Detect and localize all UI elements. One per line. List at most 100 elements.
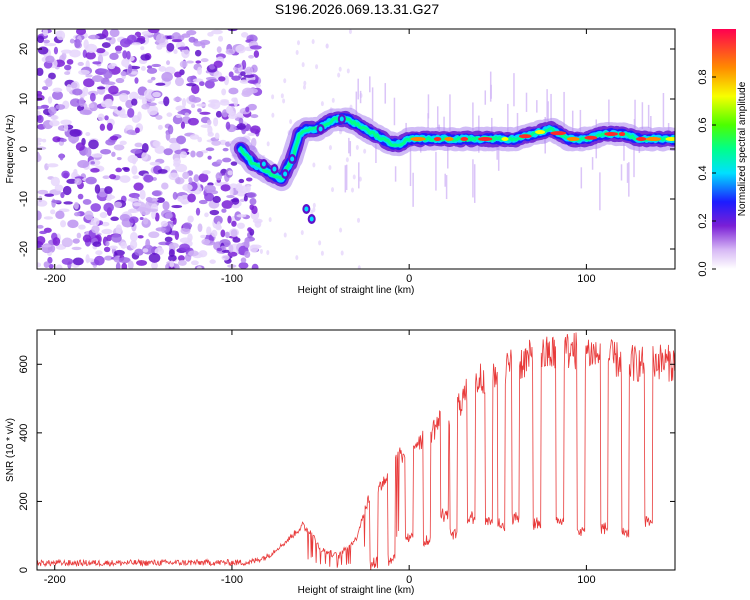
noise-blob [70,82,78,89]
noise-blob [163,96,170,107]
noise-blob [180,227,191,235]
noise-blob [95,250,103,256]
noise-blob [225,48,236,55]
streak [437,106,439,129]
figure-title: S196.2026.069.13.31.G27 [275,1,439,17]
transition-core [309,216,314,222]
noise-blob [37,224,44,229]
noise-blob [60,49,73,54]
streak [633,138,635,178]
streak [507,103,509,139]
x-tick-label: -100 [221,273,243,285]
noise-blob [191,104,196,108]
noise-blob [181,200,188,205]
snr-plot: -200 -100 0 100 0 200 400 600 Height of straig… [5,329,676,596]
noise-blob [155,114,163,120]
noise-blob [177,259,187,266]
noise-blob [198,173,209,183]
noise-speck [266,250,270,256]
noise-blob [208,99,220,104]
noise-blob [103,202,114,213]
ridge-hotspot [550,131,567,136]
noise-blob [84,210,94,221]
noise-blob [227,112,238,119]
noise-blob [250,114,259,119]
streak [634,99,636,132]
noise-blob [181,33,191,38]
noise-blob [228,71,234,78]
noise-blob [196,150,204,158]
noise-blob [114,249,125,256]
noise-blob [82,198,92,205]
noise-blob [109,245,118,250]
noise-blob [88,34,100,40]
noise-blob [146,208,159,212]
noise-blob [69,49,81,58]
noise-blob [235,184,244,192]
noise-speck [340,250,344,256]
noise-speck [301,62,305,68]
noise-blob [228,244,234,253]
x-tick-label: -100 [221,574,243,586]
noise-blob [133,182,144,191]
noise-blob [146,67,158,74]
snr-y-label: SNR (10 * v/v) [5,418,16,482]
streak [628,162,630,197]
noise-speck [325,43,329,49]
noise-blob [45,77,53,87]
noise-speck [295,255,299,261]
noise-blob [235,44,246,54]
noise-blob [37,152,41,162]
noise-speck [350,187,354,193]
noise-blob [104,186,113,194]
noise-blob [43,261,50,268]
streak [412,172,414,207]
noise-blob [219,139,227,146]
noise-blob [195,60,202,64]
noise-blob [155,227,167,232]
noise-blob [42,138,47,143]
noise-blob [115,77,125,84]
noise-blob [75,29,87,36]
streak [623,143,625,161]
noise-blob [74,178,82,186]
spectrogram-image [37,29,675,269]
y-tick-label: 0 [18,146,30,152]
noise-blob [177,46,190,51]
noise-blob [45,55,55,64]
noise-blob [103,70,113,79]
x-tick-label: 0 [406,574,412,586]
noise-blob [187,233,193,242]
noise-blob [64,71,71,76]
noise-blob [94,184,101,194]
noise-blob [82,86,89,97]
noise-blob [137,235,144,239]
noise-blob [201,42,206,49]
noise-blob [85,51,96,60]
noise-speck [345,157,349,163]
noise-speck [312,162,316,168]
noise-blob [197,108,202,113]
noise-blob [78,97,85,107]
noise-blob [137,36,146,42]
noise-blob [70,98,82,107]
noise-blob [123,167,130,172]
streak [484,90,487,105]
noise-blob [99,211,108,219]
noise-blob [91,75,104,83]
ridge-hotspot [584,135,598,140]
noise-blob [126,129,136,135]
noise-blob [249,45,262,50]
noise-blob [150,76,156,81]
noise-blob [207,155,212,160]
streak [550,93,552,134]
noise-blob [239,79,250,84]
noise-speck [320,101,324,107]
noise-blob [46,163,59,168]
noise-blob [155,82,166,86]
noise-blob [90,153,103,158]
noise-blob [231,204,240,209]
noise-blob [246,88,258,94]
ridge-hotspot [478,137,493,141]
